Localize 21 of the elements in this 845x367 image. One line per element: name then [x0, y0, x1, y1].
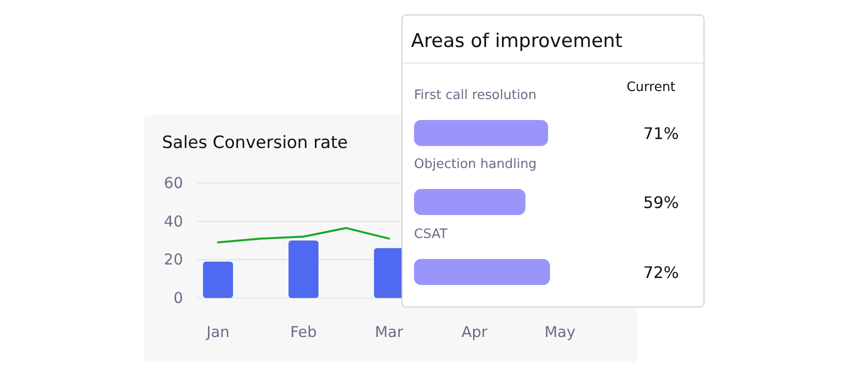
chart-title: Areas of improvement [411, 30, 623, 52]
x-tick-label: May [544, 323, 576, 341]
bar [203, 262, 233, 298]
y-tick-label: First call resolution [414, 88, 536, 103]
chart-title: Sales Conversion rate [162, 133, 348, 153]
data-label: 71% [643, 124, 679, 143]
y-tick-label: 60 [164, 174, 183, 192]
y-tick-label: Objection handling [414, 157, 537, 172]
data-label: 59% [643, 193, 679, 212]
y-tick-label: 0 [173, 289, 183, 307]
line-series [217, 227, 390, 244]
x-tick-label: Jan [205, 323, 230, 341]
x-tick-label: Feb [290, 323, 317, 341]
text: Current [626, 80, 676, 95]
y-tick-label: 40 [164, 212, 183, 230]
x-tick-label: Apr [462, 323, 488, 341]
bar [288, 240, 318, 298]
y-tick-label: CSAT [414, 227, 448, 242]
data-label: 72% [643, 263, 679, 282]
y-tick-label: 20 [164, 250, 183, 269]
x-tick-label: Mar [374, 323, 404, 341]
